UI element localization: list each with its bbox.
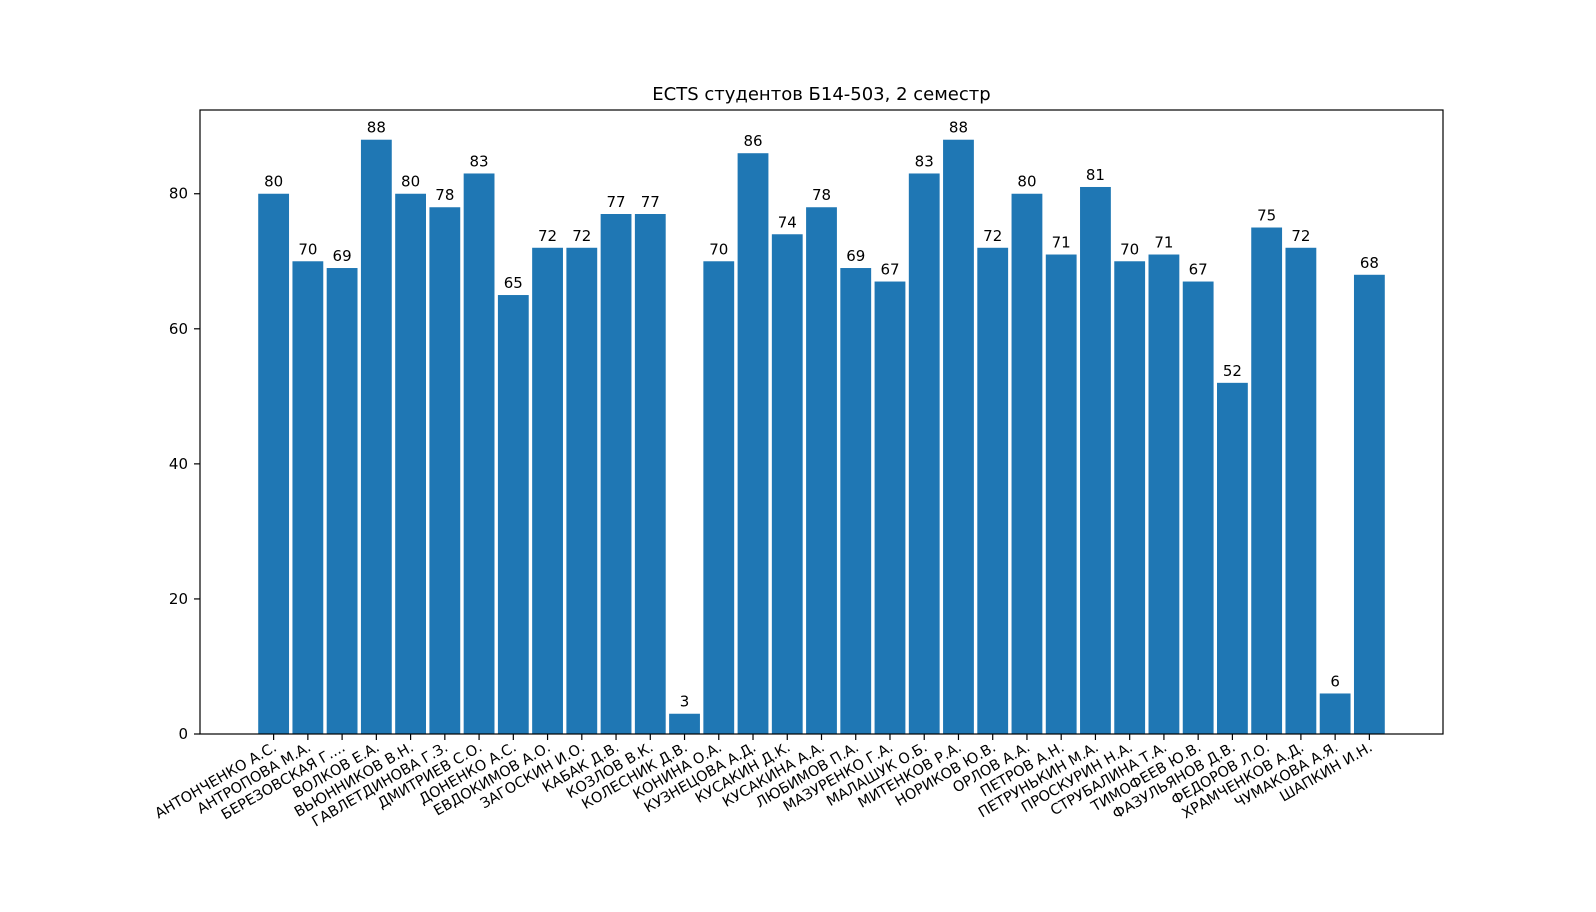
bar <box>806 207 837 734</box>
bar-value-label: 77 <box>641 193 660 211</box>
bar <box>1285 247 1317 734</box>
bar-value-label: 67 <box>1189 261 1208 279</box>
chart-title: ECTS студентов Б14-503, 2 семестр <box>652 84 990 105</box>
bar-value-label: 78 <box>435 186 454 204</box>
bar-value-label: 6 <box>1330 672 1340 690</box>
bar <box>463 173 495 734</box>
bar <box>1182 281 1214 734</box>
bar-value-label: 83 <box>470 152 489 170</box>
bar-value-label: 70 <box>709 240 728 258</box>
bar-value-label: 69 <box>846 247 865 265</box>
bar-value-label: 78 <box>812 186 831 204</box>
bar-value-label: 72 <box>538 227 557 245</box>
y-tick-label: 0 <box>178 725 188 743</box>
bar <box>600 214 632 734</box>
bar-value-label: 71 <box>1052 234 1071 252</box>
bar <box>669 713 700 734</box>
bar-value-label: 72 <box>983 227 1002 245</box>
bar <box>497 295 529 734</box>
bar-value-label: 81 <box>1086 166 1105 184</box>
y-tick-label: 80 <box>169 185 188 203</box>
bar-value-label: 80 <box>401 173 420 191</box>
y-tick-label: 40 <box>169 455 188 473</box>
bar <box>1217 382 1248 734</box>
bar <box>840 268 872 734</box>
bar <box>1319 693 1351 734</box>
bar <box>1045 254 1077 735</box>
bar <box>1148 254 1180 735</box>
bar <box>1080 186 1111 735</box>
bar-value-label: 75 <box>1257 207 1276 225</box>
bar <box>634 214 666 734</box>
bar-value-label: 88 <box>949 119 968 137</box>
bar <box>874 281 906 734</box>
bar-value-label: 80 <box>1017 173 1036 191</box>
bar <box>737 153 769 735</box>
bar <box>292 261 324 734</box>
bar <box>1353 274 1385 734</box>
bar <box>566 247 598 734</box>
bar <box>360 139 392 734</box>
bar-value-label: 52 <box>1223 362 1242 380</box>
bar <box>258 193 290 735</box>
bar-value-label: 67 <box>880 261 899 279</box>
bar-value-label: 3 <box>680 693 690 711</box>
bar-value-label: 72 <box>1291 227 1310 245</box>
bars-group: 80 70 69 88 80 78 83 65 72 72 77 77 3 70 86 74 78 69 67 83 8… <box>258 119 1385 735</box>
bar-value-label: 80 <box>264 173 283 191</box>
bar <box>1114 261 1146 734</box>
bar <box>771 234 803 734</box>
bar-value-label: 65 <box>504 274 523 292</box>
bar-value-label: 68 <box>1360 254 1379 272</box>
y-axis: 0 20 40 60 80 <box>169 185 200 743</box>
bar <box>429 207 461 734</box>
bar <box>395 193 426 735</box>
bar <box>1011 193 1043 735</box>
bar <box>703 261 735 734</box>
plot-frame <box>199 109 1444 735</box>
bar-value-label: 88 <box>367 119 386 137</box>
bar-value-label: 69 <box>333 247 352 265</box>
bar-value-label: 83 <box>915 152 934 170</box>
bar-value-label: 71 <box>1154 234 1173 252</box>
bar-value-label: 74 <box>778 213 797 231</box>
bar <box>943 139 974 734</box>
bar-value-label: 72 <box>572 227 591 245</box>
y-tick-label: 60 <box>169 320 188 338</box>
bar <box>532 247 563 734</box>
bar-value-label: 70 <box>1120 240 1139 258</box>
bar <box>1251 227 1283 734</box>
bar <box>908 173 940 734</box>
bar <box>977 247 1009 734</box>
bar-value-label: 77 <box>606 193 625 211</box>
bar-value-label: 70 <box>298 240 317 258</box>
bar <box>326 268 358 734</box>
x-axis: АНТОНЧЕНКО А.С.АНТРОПОВА М.А.БЕРЕЗОВСКАЯ… <box>152 734 1375 830</box>
y-tick-label: 20 <box>169 590 188 608</box>
bar-value-label: 86 <box>743 132 762 150</box>
